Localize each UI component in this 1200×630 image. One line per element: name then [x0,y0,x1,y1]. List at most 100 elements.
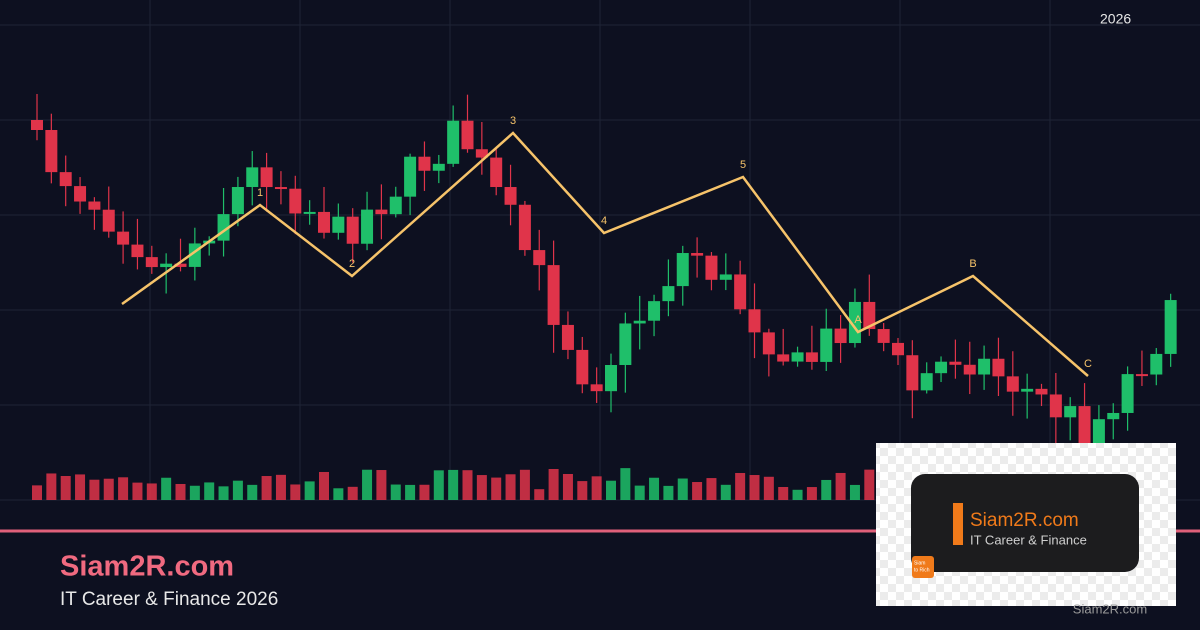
candle [332,216,345,233]
candle [117,231,130,245]
candle [834,328,847,344]
volume-bar [333,488,344,500]
volume-bar [577,481,588,500]
candle [361,209,374,244]
candle [777,354,790,362]
wave-label: 4 [601,215,607,227]
volume-bar [519,469,530,500]
volume-bar [419,484,430,500]
volume-bar [89,479,100,500]
candle [892,342,904,356]
brand-title: Siam2R.com [60,551,234,583]
brand-subtitle: IT Career & Finance 2026 [60,589,278,610]
candle [74,186,87,202]
candle [1064,406,1077,418]
candle [88,201,101,210]
candle [504,187,517,205]
candle [31,120,43,131]
candle [303,211,316,214]
volume-bar [103,478,114,500]
logo-title: Siam2R.com [970,510,1079,531]
volume-bar [118,477,129,500]
candle [418,156,431,171]
volume-bar [204,482,215,500]
candle [949,361,962,365]
candle [791,352,804,362]
candle [1006,376,1019,392]
volume-bar [161,477,172,500]
logo-bar [953,503,963,545]
candle [1121,374,1134,413]
candle [1035,388,1048,395]
volume-bar [448,469,459,500]
candle [662,286,675,302]
candle [461,120,474,150]
volume-bar [218,486,229,500]
volume-bar [261,476,272,500]
volume-bar [634,485,645,500]
volume-bar [132,482,143,500]
volume-bar [304,481,315,500]
volume-bar [146,483,157,500]
wave-line [121,131,1089,377]
candle [518,204,531,251]
volume-bar [677,478,688,500]
badge-top: Siam [914,560,925,566]
volume-bar [505,474,516,500]
candle [719,274,732,280]
volume-bar [806,487,817,500]
wave-label: 5 [740,159,746,171]
volume-bar [835,472,846,500]
volume-bar [232,480,243,500]
wave-label: C [1084,358,1092,370]
candle [576,349,589,385]
volume-bar [591,476,602,500]
volume-bar [706,478,717,500]
wave-label: B [969,258,976,270]
volume-bar [75,474,86,500]
candle [160,263,173,268]
grid [0,0,1200,501]
candle [762,332,775,355]
candle [1078,406,1091,444]
volume-bar [606,480,616,500]
candle [318,211,330,233]
volume-bar [749,475,760,500]
candle [1107,412,1120,420]
candle [1135,374,1148,377]
candle [174,263,187,267]
volume-bar [821,479,832,500]
candle [1092,419,1105,444]
candle [978,358,991,375]
volume-bar [462,470,473,500]
candle [633,320,646,324]
volume-bar [405,484,416,500]
volume-bar [362,469,373,500]
volume-bar [189,485,200,500]
volume-bar [720,484,731,500]
volume-bar [792,489,803,500]
candle [1164,300,1177,354]
candle [260,167,273,188]
candle [705,255,718,280]
candle [820,328,833,362]
candle [734,274,747,310]
candle [863,301,876,330]
candle [246,167,259,188]
candle [877,329,890,343]
candle [1049,394,1062,418]
volume-bar [778,487,789,500]
volume-bar [376,470,387,500]
logo-card [911,474,1139,572]
candle [533,250,546,266]
candle [131,244,144,258]
candle [1021,388,1034,392]
candle [389,196,402,215]
volume-bar [319,471,329,500]
candle [231,187,244,215]
volume-bar [476,475,487,500]
candle [590,384,603,392]
candle [490,157,503,188]
volume-bar [763,476,774,500]
